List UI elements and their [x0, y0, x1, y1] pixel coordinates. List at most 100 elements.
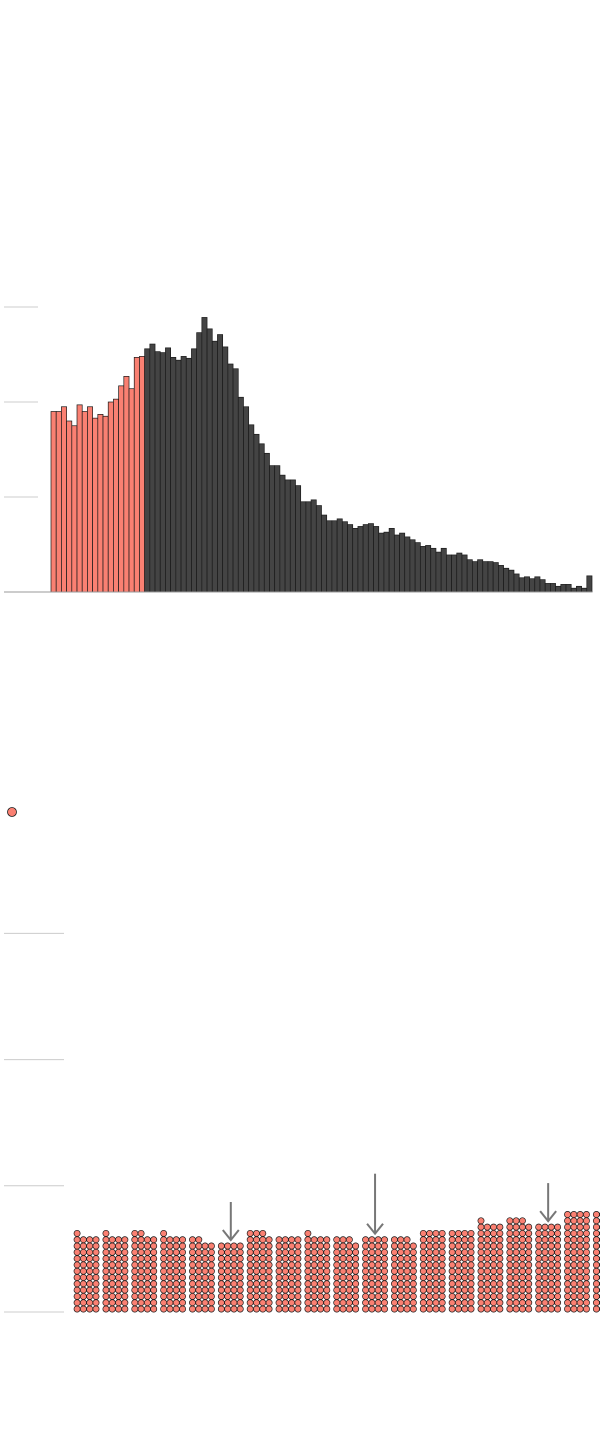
unit-dot: [246, 1229, 254, 1237]
unit-dot: [195, 1261, 203, 1269]
unit-dot: [115, 1292, 123, 1300]
unit-dot: [246, 1236, 254, 1244]
unit-dot: [409, 1242, 417, 1250]
unit-dot: [592, 1261, 600, 1269]
histogram-bar: [55, 411, 62, 593]
unit-dot: [490, 1274, 498, 1281]
unit-dot: [73, 1299, 81, 1307]
histogram-bar: [581, 587, 588, 593]
unit-dot: [483, 1286, 491, 1294]
unit-dot: [374, 1292, 382, 1300]
unit-dot: [592, 1286, 600, 1294]
unit-dot: [86, 1248, 94, 1256]
unit-dot: [160, 1286, 168, 1294]
unit-dot: [108, 1261, 116, 1269]
unit-dot: [121, 1305, 129, 1313]
unit-dot: [554, 1229, 562, 1237]
unit-dot: [217, 1299, 225, 1307]
unit-dot: [137, 1261, 145, 1269]
unit-dot: [143, 1236, 151, 1244]
unit-dot: [73, 1242, 81, 1250]
unit-dot: [102, 1248, 110, 1256]
unit-dot: [564, 1267, 572, 1275]
histogram-bar: [284, 479, 291, 593]
unit-dot: [461, 1242, 469, 1250]
unit-dot: [79, 1242, 87, 1250]
unit-dot: [131, 1236, 139, 1244]
unit-dot: [519, 1261, 526, 1269]
unit-dot: [166, 1248, 174, 1256]
unit-dot: [352, 1292, 360, 1300]
unit-dot: [288, 1236, 296, 1244]
unit-dot: [131, 1255, 139, 1263]
unit-dot: [461, 1274, 469, 1281]
unit-dot: [304, 1286, 312, 1294]
unit-dot: [246, 1299, 254, 1307]
unit-dot: [592, 1255, 600, 1263]
unit-dot: [73, 1236, 81, 1244]
unit-dot: [189, 1299, 196, 1307]
unit-dot: [310, 1299, 318, 1307]
unit-dot: [275, 1280, 283, 1288]
unit-dot: [564, 1223, 572, 1231]
unit-dot: [288, 1274, 296, 1281]
unit-dot: [374, 1299, 382, 1307]
unit-dot: [281, 1267, 289, 1275]
unit-dot: [496, 1242, 504, 1250]
unit-dot: [253, 1267, 260, 1275]
unit-dot: [207, 1261, 215, 1269]
unit-dot: [397, 1274, 405, 1281]
unit-dot: [86, 1274, 94, 1281]
arrow-head: [366, 1223, 384, 1236]
unit-dot: [160, 1280, 168, 1288]
unit-dot: [281, 1261, 289, 1269]
unit-dot: [391, 1267, 398, 1275]
unit-dot: [189, 1242, 196, 1250]
unit-dot: [131, 1286, 139, 1294]
unit-dot: [323, 1280, 331, 1288]
unit-dot: [368, 1305, 376, 1313]
histogram-bar: [185, 357, 192, 593]
unit-dot: [259, 1292, 267, 1300]
unit-dot: [339, 1280, 347, 1288]
unit-dot: [397, 1305, 405, 1313]
unit-dot: [333, 1305, 341, 1313]
unit-dot: [195, 1248, 203, 1256]
unit-dot: [570, 1292, 578, 1300]
unit-dot: [121, 1236, 129, 1244]
histogram-bar: [269, 465, 276, 593]
unit-dot: [179, 1236, 186, 1244]
unit-dot: [547, 1280, 555, 1288]
unit-dot: [535, 1223, 543, 1231]
unit-dot: [333, 1280, 341, 1288]
unit-dot: [403, 1261, 411, 1269]
unit-dot: [419, 1280, 427, 1288]
unit-dot: [467, 1255, 475, 1263]
unit-dot: [461, 1229, 469, 1237]
histogram-bar: [378, 532, 385, 593]
unit-dot: [230, 1255, 238, 1263]
histogram-bar: [295, 485, 302, 593]
unit-dot: [345, 1305, 353, 1313]
histogram-bar: [419, 546, 426, 593]
unit-dot: [381, 1305, 388, 1313]
unit-dot: [525, 1299, 533, 1307]
unit-dot: [310, 1236, 318, 1244]
unit-dot: [207, 1267, 215, 1275]
unit-dot: [259, 1305, 267, 1313]
unit-dot: [121, 1274, 129, 1281]
histogram-bar: [472, 561, 478, 593]
histogram-bar: [544, 583, 551, 593]
unit-dot: [102, 1236, 110, 1244]
unit-dot: [535, 1274, 543, 1281]
unit-dot: [150, 1255, 158, 1263]
histogram-bar: [508, 569, 515, 593]
histogram-bar: [118, 385, 125, 593]
unit-dot: [541, 1255, 549, 1263]
unit-dot: [166, 1286, 174, 1294]
unit-dot: [201, 1267, 209, 1275]
unit-dot: [294, 1242, 302, 1250]
unit-dot: [345, 1261, 353, 1269]
unit-dot: [179, 1261, 186, 1269]
unit-dot: [121, 1299, 129, 1307]
